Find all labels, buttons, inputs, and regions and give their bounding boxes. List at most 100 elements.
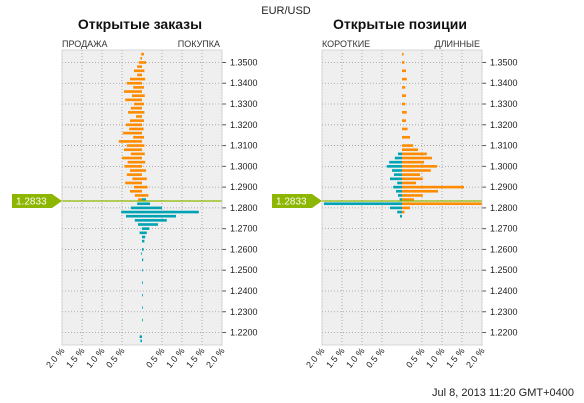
bar <box>138 198 142 201</box>
bar <box>127 160 142 164</box>
bar <box>142 219 167 222</box>
bar <box>142 202 150 206</box>
y-tick-label: 1.2200 <box>490 328 518 338</box>
x-tick-label: 0.5 % <box>104 346 126 370</box>
bar <box>134 185 142 189</box>
bar <box>142 210 199 214</box>
bar <box>402 198 414 201</box>
y-tick-label: 1.3300 <box>490 99 518 109</box>
bar <box>142 223 158 226</box>
open-positions-panel: Открытые позиции КОРОТКИЕ ДЛИННЫЕ 2.0 %1… <box>304 16 517 370</box>
y-tick-label: 1.2600 <box>230 244 258 254</box>
bar <box>142 69 145 73</box>
positions-short-label: КОРОТКИЕ <box>322 39 370 49</box>
bar <box>142 248 144 251</box>
bar <box>126 214 142 218</box>
x-tick-label: 0.5 % <box>404 346 426 370</box>
bar <box>402 148 418 152</box>
bar <box>139 335 142 338</box>
bar <box>125 98 142 102</box>
bar <box>125 181 142 185</box>
bar <box>142 227 150 230</box>
bar <box>126 123 142 127</box>
bar <box>142 52 144 56</box>
bar <box>137 73 142 77</box>
bar <box>393 185 402 189</box>
bar <box>142 144 145 147</box>
y-tick-label: 1.2800 <box>230 203 258 213</box>
symbol-label: EUR/USD <box>261 5 311 17</box>
bar <box>398 194 402 197</box>
bar <box>142 268 143 272</box>
bar <box>126 173 142 176</box>
bar <box>400 214 402 218</box>
y-tick-label: 1.2500 <box>230 265 258 275</box>
bar <box>142 177 147 181</box>
current-price-tag <box>272 194 322 209</box>
y-tick-label: 1.2200 <box>230 328 258 338</box>
y-tick-label: 1.2900 <box>230 182 258 192</box>
y-tick-label: 1.3200 <box>490 120 518 130</box>
x-tick-label: 2.0 % <box>464 346 486 370</box>
bar <box>402 69 406 73</box>
bar <box>139 231 142 235</box>
bar <box>402 165 438 168</box>
bar <box>397 181 402 185</box>
bar <box>389 160 402 164</box>
bar <box>402 94 406 98</box>
y-tick-label: 1.3500 <box>230 57 258 67</box>
bar <box>141 52 142 56</box>
y-tick-label: 1.3100 <box>230 141 258 151</box>
bar <box>118 140 142 143</box>
bar <box>132 177 142 181</box>
y-tick-label: 1.2400 <box>230 286 258 296</box>
bar <box>402 135 410 139</box>
y-tick-label: 1.2500 <box>490 265 518 275</box>
bar <box>130 206 142 210</box>
bar <box>142 119 144 122</box>
bar <box>130 77 142 81</box>
bar <box>402 189 438 193</box>
bar <box>142 318 143 322</box>
bar <box>124 148 142 152</box>
bar <box>126 81 142 85</box>
bar <box>134 102 142 106</box>
bar <box>142 135 144 139</box>
bar <box>402 156 432 160</box>
bar <box>141 252 142 255</box>
plot-border <box>61 49 223 346</box>
bar <box>402 119 406 122</box>
y-tick-label: 1.3300 <box>230 99 258 109</box>
bar <box>402 194 423 197</box>
bar <box>132 94 142 98</box>
bar <box>142 77 146 81</box>
bar <box>402 61 405 64</box>
bar <box>394 156 402 160</box>
x-tick-label: 0.5 % <box>144 346 166 370</box>
bar <box>402 177 423 181</box>
bar <box>402 173 420 176</box>
open-orders-panel: Открытые заказы ПРОДАЖА ПОКУПКА 2.0 %1.5… <box>44 16 257 370</box>
bar <box>130 119 142 122</box>
plot-border <box>321 49 483 346</box>
x-tick-label: 1.5 % <box>444 346 466 370</box>
bar <box>402 210 405 214</box>
bar <box>142 185 148 189</box>
bar <box>402 77 407 81</box>
bar <box>140 57 142 60</box>
bar <box>386 165 402 168</box>
bar <box>394 173 402 176</box>
bar <box>142 293 143 297</box>
bar <box>129 127 142 131</box>
x-tick-label: 0.5 % <box>364 346 386 370</box>
bar <box>134 219 142 222</box>
bar <box>130 152 142 156</box>
bar <box>142 127 144 131</box>
y-tick-label: 1.2900 <box>490 182 518 192</box>
bar <box>402 86 406 89</box>
bar <box>142 258 144 262</box>
bar <box>138 61 142 64</box>
date-label: Jul 8, 2013 11:20 GMT+0400 <box>432 387 574 399</box>
bar <box>402 160 424 164</box>
bar <box>398 152 402 156</box>
